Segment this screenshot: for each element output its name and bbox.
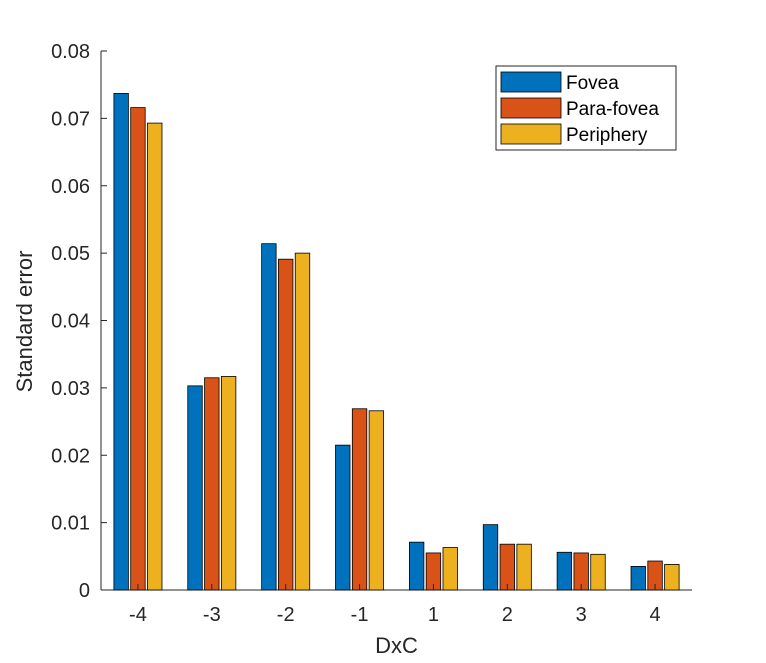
- x-axis-title: DxC: [375, 633, 418, 658]
- legend-label: Periphery: [566, 125, 648, 146]
- x-tick-label: -2: [277, 604, 295, 626]
- bar-periphery-7: [664, 563, 680, 591]
- x-axis: -4 -3 -2 -1 1 2 3 4: [129, 584, 661, 626]
- y-tick-label: 0.08: [51, 41, 90, 63]
- bar-periphery-6: [590, 553, 606, 591]
- bar-para-fovea-5: [499, 543, 515, 591]
- y-axis: 0 0.01 0.02 0.03 0.04 0.05 0.06 0.07 0.08: [51, 41, 107, 602]
- legend-swatch: [500, 71, 562, 93]
- x-tick-label: 4: [650, 604, 661, 626]
- legend-label: Para-fovea: [566, 99, 659, 120]
- bar-fovea-2: [261, 243, 277, 591]
- legend-label: Fovea: [566, 73, 619, 94]
- bar-para-fovea-2: [278, 258, 294, 591]
- legend-swatch: [500, 97, 562, 119]
- y-tick-label: 0.03: [51, 378, 90, 400]
- x-tick-label: 1: [428, 604, 439, 626]
- bar-para-fovea-1: [204, 377, 220, 591]
- bar-fovea-1: [187, 385, 203, 591]
- legend-swatch: [500, 123, 562, 145]
- bar-fovea-0: [113, 93, 129, 591]
- x-tick-label: -1: [351, 604, 369, 626]
- x-tick-label: 2: [502, 604, 513, 626]
- y-tick-label: 0.01: [51, 513, 90, 535]
- bar-periphery-1: [220, 376, 237, 591]
- bars: [113, 93, 680, 591]
- x-tick-label: -4: [129, 604, 147, 626]
- bar-fovea-3: [335, 444, 351, 591]
- bar-fovea-5: [482, 524, 499, 591]
- y-axis-title: Standard error: [12, 251, 37, 393]
- bar-fovea-4: [408, 541, 425, 591]
- bar-periphery-4: [442, 547, 458, 591]
- bar-periphery-3: [368, 410, 385, 591]
- x-tick-label: 3: [576, 604, 587, 626]
- bar-fovea-6: [556, 551, 573, 591]
- y-tick-label: 0.04: [51, 311, 90, 333]
- bar-para-fovea-3: [351, 408, 368, 591]
- y-tick-label: 0.05: [51, 243, 90, 265]
- y-tick-label: 0.02: [51, 445, 90, 467]
- y-tick-label: 0.06: [51, 176, 90, 198]
- legend: Fovea Para-fovea Periphery: [495, 65, 677, 151]
- x-tick-label: -3: [203, 604, 221, 626]
- bar-periphery-5: [516, 543, 532, 591]
- y-tick-label: 0.07: [51, 108, 90, 130]
- y-tick-label: 0: [79, 580, 90, 602]
- bar-fovea-7: [630, 566, 646, 591]
- bar-periphery-2: [294, 252, 311, 591]
- bar-periphery-0: [147, 122, 163, 591]
- bar-para-fovea-0: [130, 107, 146, 591]
